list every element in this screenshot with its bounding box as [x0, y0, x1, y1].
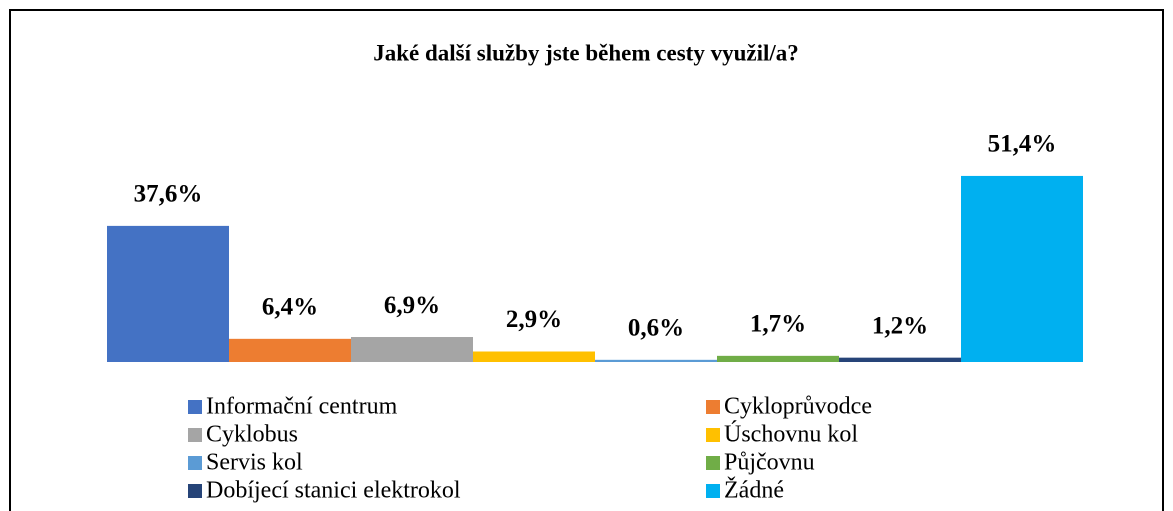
value-label: 6,9%	[384, 292, 440, 319]
value-label: 0,6%	[628, 315, 684, 342]
value-label: 51,4%	[988, 131, 1057, 158]
legend-label: Cykloprůvodce	[724, 394, 872, 420]
legend-label: Půjčovnu	[724, 450, 815, 476]
bar	[229, 338, 351, 362]
legend-swatch	[706, 456, 720, 470]
bar	[107, 225, 229, 362]
legend-swatch	[706, 428, 720, 442]
value-label: 6,4%	[262, 294, 318, 321]
legend-label: Servis kol	[206, 450, 303, 476]
bar	[839, 357, 961, 362]
legend-swatch	[188, 456, 202, 470]
legend-label: Žádné	[724, 478, 784, 504]
chart-title: Jaké další služby jste během cesty využi…	[373, 40, 799, 65]
value-label: 1,7%	[750, 311, 806, 338]
legend-swatch	[706, 484, 720, 498]
bar	[595, 359, 717, 362]
legend-swatch	[188, 400, 202, 414]
value-label: 1,2%	[872, 312, 928, 339]
bar	[961, 175, 1083, 362]
legend-label: Úschovnu kol	[724, 421, 858, 448]
value-label: 2,9%	[506, 306, 562, 333]
legend-swatch	[188, 428, 202, 442]
bar	[473, 351, 595, 362]
value-label: 37,6%	[134, 181, 203, 208]
legend-label: Cyklobus	[206, 422, 298, 448]
legend-label: Dobíjecí stanici elektrokol	[206, 478, 461, 504]
bar	[351, 337, 473, 362]
legend-label: Informační centrum	[206, 394, 398, 420]
bar	[717, 355, 839, 362]
legend-swatch	[188, 484, 202, 498]
legend-swatch	[706, 400, 720, 414]
